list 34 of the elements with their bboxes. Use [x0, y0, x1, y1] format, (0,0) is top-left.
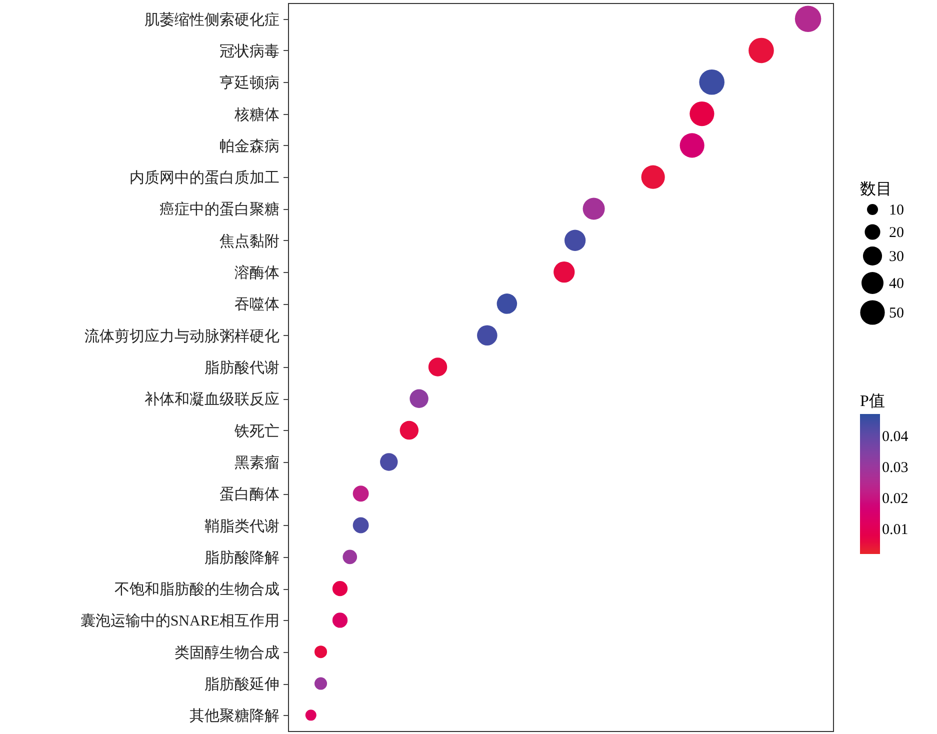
legend-label: 40: [889, 276, 904, 292]
y-tick-label: 蛋白酶体: [220, 486, 280, 504]
legend-label: 10: [889, 202, 904, 218]
legend-label: 50: [889, 306, 904, 322]
color-bar-title: P值: [860, 393, 885, 410]
y-tick-label: 类固醇生物合成: [174, 644, 280, 662]
y-tick-label: 囊泡运输中的SNARE相互作用: [80, 612, 280, 630]
y-tick-label: 冠状病毒: [220, 42, 280, 60]
color-bar-label: 0.02: [882, 491, 908, 507]
y-tick-label: 黑素瘤: [234, 454, 280, 472]
y-tick-label: 脂肪酸降解: [204, 549, 280, 566]
color-bar-label: 0.01: [882, 522, 908, 538]
y-tick-label: 癌症中的蛋白聚糖: [160, 201, 280, 218]
y-tick-label: 溶酶体: [234, 264, 280, 282]
color-bar-label: 0.04: [882, 428, 909, 445]
color-bar-label: 0.03: [882, 460, 908, 476]
y-tick-label: 帕金森病: [220, 138, 280, 155]
legend-label: 30: [889, 249, 904, 265]
y-tick-label: 内质网中的蛋白质加工: [130, 170, 280, 187]
y-tick-label: 补体和凝血级联反应: [144, 391, 280, 408]
y-tick-label: 脂肪酸代谢: [204, 360, 280, 376]
y-tick-label: 其他聚糖降解: [190, 708, 280, 725]
y-tick-label: 鞘脂类代谢: [204, 518, 280, 535]
y-tick-label: 核糖体: [234, 106, 280, 124]
y-tick-label: 脂肪酸延伸: [204, 676, 280, 694]
y-tick-label: 亨廷顿病: [220, 74, 280, 92]
y-tick-label: 铁死亡: [234, 422, 280, 440]
y-tick-label: 不饱和脂肪酸的生物合成: [114, 581, 280, 598]
y-tick-label: 焦点黏附: [220, 232, 280, 250]
y-tick-label: 吞噬体: [234, 296, 280, 314]
legend-label: 20: [889, 225, 904, 241]
y-tick-label: 肌萎缩性侧索硬化症: [144, 11, 280, 28]
y-tick-label: 流体剪切应力与动脉粥样硬化: [84, 328, 280, 345]
legend-title: 数目: [860, 181, 892, 198]
